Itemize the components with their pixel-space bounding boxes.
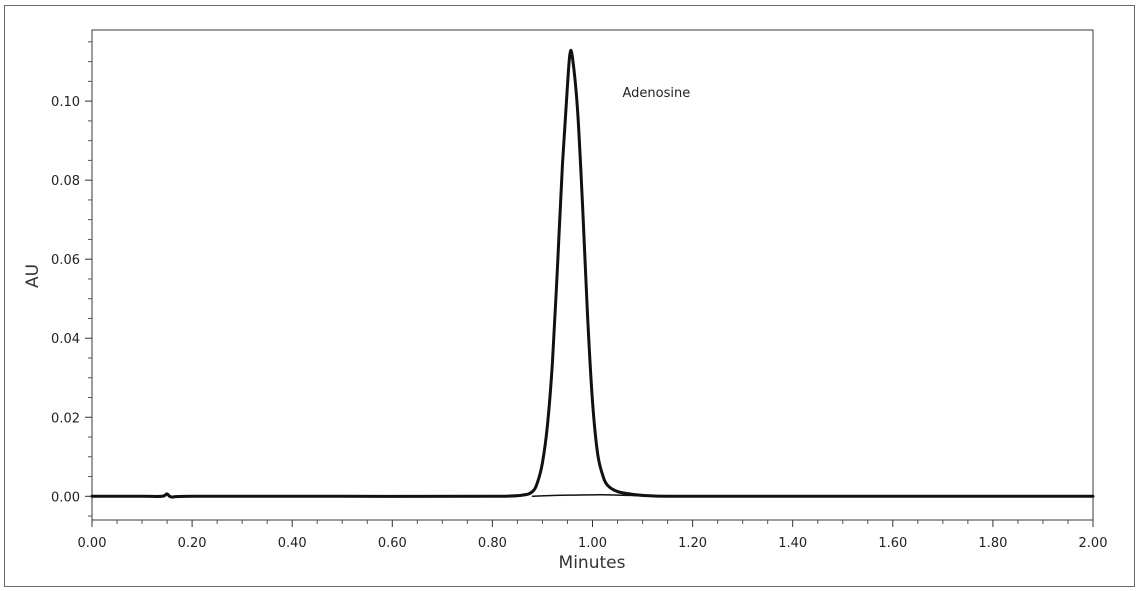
x-tick-label: 0.20 (178, 536, 207, 551)
y-tick-label: 0.02 (51, 411, 80, 426)
x-tick-label: 0.00 (78, 536, 107, 551)
chromatogram-trace (90, 48, 1095, 499)
y-tick-label: 0.00 (51, 490, 80, 505)
x-axis-title: Minutes (559, 553, 626, 573)
peak-baseline (531, 493, 649, 498)
x-tick-label: 1.40 (778, 536, 807, 551)
y-tick-label: 0.04 (51, 332, 80, 347)
x-tick-label: 0.80 (478, 536, 507, 551)
x-tick-label: 0.60 (378, 536, 407, 551)
y-tick-label: 0.10 (51, 95, 80, 110)
plot-area (91, 29, 1094, 521)
x-tick-label: 1.60 (878, 536, 907, 551)
chart-frame (4, 5, 1135, 587)
x-tick-label: 1.00 (578, 536, 607, 551)
x-axis-ticks: 0.00 0.20 0.40 0.60 0.80 1.00 1.20 1.40 1.60 1.80… (78, 520, 1108, 551)
y-tick-label: 0.08 (51, 174, 80, 189)
y-tick-label: 0.06 (51, 253, 80, 268)
x-tick-label: 1.20 (678, 536, 707, 551)
x-tick-label: 0.40 (278, 536, 307, 551)
y-axis-ticks: 0.00 0.02 0.04 0.06 0.08 0.10 (51, 41, 92, 517)
y-axis-title: AU (23, 264, 43, 288)
series-layer (90, 48, 1095, 499)
peak-annotation: Adenosine (623, 86, 691, 101)
x-tick-label: 1.80 (978, 536, 1007, 551)
x-tick-label: 2.00 (1079, 536, 1108, 551)
